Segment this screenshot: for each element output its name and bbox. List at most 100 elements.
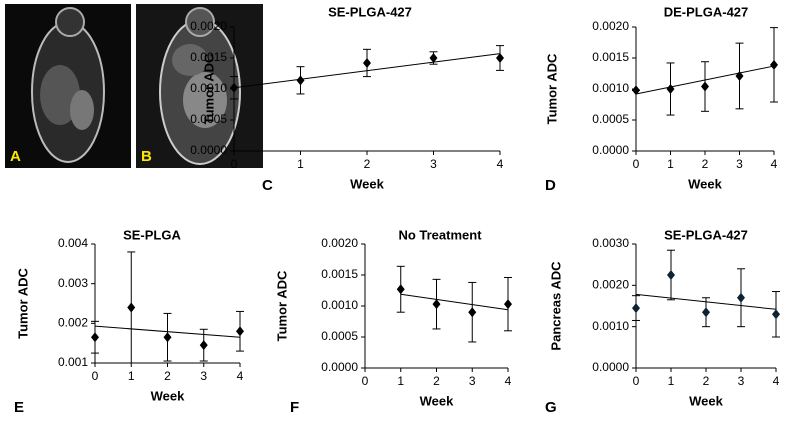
chart-panel: 0.0000 0.0005 0.0010 0.0015 0.0020 0 1 2 3 4 SE-PL…	[190, 4, 504, 194]
point	[496, 53, 504, 63]
x-tick-label: 2	[433, 374, 440, 388]
x-tick-label: 1	[668, 374, 675, 388]
point	[91, 332, 99, 343]
x-tick-label: 3	[736, 157, 743, 171]
chart-panel: 0.0000 0.0005 0.0010 0.0015 0.0020 0 1 2 3 4 DE-PL…	[544, 4, 778, 194]
image-label: A	[10, 148, 21, 165]
x-tick-label: 4	[505, 374, 512, 388]
y-tick-label: 0.0010	[592, 319, 629, 333]
x-tick-label: 1	[297, 157, 304, 171]
y-tick-label: 0.002	[58, 316, 88, 330]
y-tick-label: 0.0020	[592, 278, 629, 292]
x-tick-label: 2	[164, 369, 171, 383]
x-tick-label: 4	[771, 157, 778, 171]
panel-label: G	[545, 399, 557, 416]
y-axis-label: Pancreas ADC	[548, 261, 563, 351]
chart-panel: 0.0000 0.0010 0.0020 0.0030 0 1 2 3 4 SE-PLGA-427…	[545, 227, 780, 416]
y-axis-label: Tumor ADC	[201, 53, 216, 124]
y-axis-label: Tumor ADC	[274, 270, 289, 341]
point	[429, 53, 438, 63]
point	[236, 326, 244, 337]
point	[504, 299, 512, 310]
x-tick-label: 0	[633, 157, 640, 171]
x-axis-label: Week	[350, 176, 384, 191]
point	[632, 85, 640, 96]
point	[432, 299, 441, 310]
point	[701, 81, 709, 92]
point	[199, 340, 208, 351]
x-tick-label: 3	[469, 374, 476, 388]
point	[666, 84, 675, 94]
point	[632, 303, 640, 314]
point	[735, 70, 744, 81]
y-tick-label: 0.004	[58, 236, 88, 250]
point	[296, 75, 305, 86]
y-tick-label: 0.0000	[592, 143, 629, 157]
chart-title: SE-PLGA	[123, 227, 181, 242]
point	[770, 59, 778, 70]
chart-title: SE-PLGA-427	[664, 227, 748, 242]
y-tick-label: 0.0000	[190, 143, 227, 157]
panel-label: E	[14, 399, 24, 416]
y-axis-label: Tumor ADC	[15, 268, 30, 339]
x-axis-label: Week	[151, 388, 185, 403]
x-tick-label: 2	[702, 157, 709, 171]
x-tick-label: 1	[128, 369, 135, 383]
y-tick-label: 0.0015	[592, 50, 629, 64]
y-tick-label: 0.0020	[321, 236, 358, 250]
chart-panel: 0.0000 0.0005 0.0010 0.0015 0.0020 0 1 2 3 4 No Tr…	[274, 227, 512, 416]
y-tick-label: 0.0005	[321, 329, 358, 343]
point	[363, 57, 371, 68]
y-tick-label: 0.0000	[592, 360, 629, 374]
panel-label: F	[290, 399, 299, 416]
x-tick-label: 2	[364, 157, 371, 171]
x-axis-label: Week	[689, 393, 723, 408]
x-tick-label: 3	[430, 157, 437, 171]
trendline	[400, 293, 509, 311]
x-tick-label: 0	[92, 369, 99, 383]
x-tick-label: 4	[773, 374, 780, 388]
point	[772, 309, 780, 320]
point	[163, 332, 172, 343]
y-tick-label: 0.0015	[321, 267, 358, 281]
y-tick-label: 0.0010	[592, 81, 629, 95]
y-tick-label: 0.0020	[190, 19, 227, 33]
chart-title: SE-PLGA-427	[328, 4, 412, 19]
y-tick-label: 0.003	[58, 276, 88, 290]
y-tick-label: 0.0000	[321, 360, 358, 374]
x-tick-label: 3	[738, 374, 745, 388]
panel-label: C	[262, 177, 273, 194]
x-tick-label: 3	[200, 369, 207, 383]
y-tick-label: 0.0010	[190, 81, 227, 95]
mri-image-a: A	[5, 4, 131, 168]
point	[127, 302, 136, 313]
x-tick-label: 0	[231, 157, 238, 171]
x-axis-label: Week	[420, 393, 454, 408]
point	[667, 270, 675, 280]
point	[230, 82, 238, 93]
y-tick-label: 0.0030	[592, 236, 629, 250]
y-tick-label: 0.001	[58, 355, 88, 369]
x-tick-label: 4	[497, 157, 504, 171]
point	[737, 292, 745, 303]
chart-title: No Treatment	[398, 227, 482, 242]
x-tick-label: 1	[397, 374, 404, 388]
image-label: B	[141, 148, 152, 165]
y-tick-label: 0.0005	[190, 112, 227, 126]
panel-label: D	[545, 177, 556, 194]
y-tick-label: 0.0015	[190, 50, 227, 64]
y-tick-label: 0.0005	[592, 112, 629, 126]
x-tick-label: 1	[667, 157, 674, 171]
point	[702, 307, 710, 318]
x-tick-label: 4	[237, 369, 244, 383]
x-tick-label: 2	[703, 374, 710, 388]
x-axis-label: Week	[688, 176, 722, 191]
chart-title: DE-PLGA-427	[664, 4, 749, 19]
y-tick-label: 0.0010	[321, 298, 358, 312]
y-axis-label: Tumor ADC	[544, 53, 559, 124]
mri-image-b: B	[136, 4, 263, 168]
chart-panel: 0.001 0.002 0.003 0.004 0 1 2 3 4 SE-PLGA Week Tumo…	[14, 227, 244, 416]
y-tick-label: 0.0020	[592, 19, 629, 33]
point	[396, 284, 405, 295]
